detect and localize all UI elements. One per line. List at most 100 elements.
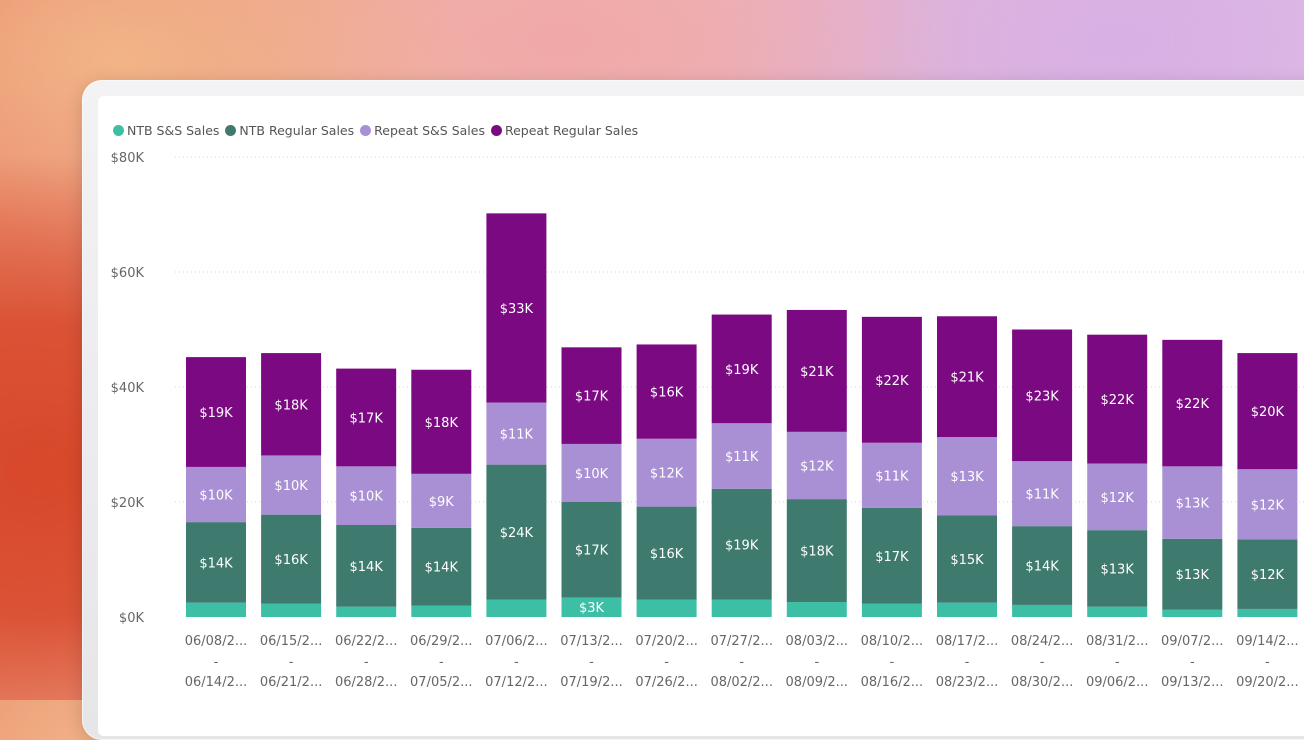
x-tick-label: 07/20/2... (635, 634, 698, 649)
x-tick-label: 08/30/2... (1011, 675, 1074, 690)
bar-data-label: $14K (199, 556, 233, 571)
bar-segment[interactable] (1012, 461, 1073, 527)
bar-segment[interactable] (937, 515, 997, 603)
bar-data-label: $10K (199, 489, 233, 504)
bar-data-label: $18K (274, 398, 308, 413)
x-tick-label: 06/14/2... (185, 675, 248, 690)
bar-segment[interactable] (636, 599, 697, 617)
x-tick-label: 08/10/2... (861, 634, 924, 649)
bar-segment[interactable] (186, 357, 246, 467)
bar-segment[interactable] (486, 464, 547, 600)
bar-segment[interactable] (861, 316, 922, 443)
x-tick-label: 08/23/2... (936, 675, 999, 690)
bar-data-label: $20K (1251, 405, 1285, 420)
legend-item-ntb-ss[interactable]: NTB S&S Sales (113, 123, 219, 138)
bar-segment[interactable] (561, 597, 622, 617)
legend-item-repeat-ss[interactable]: Repeat S&S Sales (360, 123, 485, 138)
bar-data-label: $17K (575, 390, 609, 405)
bar-segment[interactable] (261, 514, 322, 604)
bar-segment[interactable] (786, 602, 847, 617)
bar-segment[interactable] (786, 431, 847, 500)
bar-data-label: $14K (350, 560, 384, 575)
bar-segment[interactable] (336, 606, 397, 617)
bar-segment[interactable] (636, 438, 697, 507)
bar-segment[interactable] (1162, 339, 1223, 467)
bar-segment[interactable] (261, 353, 322, 456)
bar-data-label: $22K (1176, 397, 1210, 412)
bar-segment[interactable] (1087, 530, 1148, 607)
bar-segment[interactable] (1012, 329, 1073, 462)
bar-segment[interactable] (1087, 334, 1148, 464)
bar-data-label: $19K (199, 406, 233, 421)
legend-dot-icon (225, 124, 237, 136)
bar-segment[interactable] (861, 507, 922, 604)
x-tick-label: 06/15/2... (260, 634, 323, 649)
bar-segment[interactable] (937, 437, 997, 516)
chart-legend[interactable]: NTB S&S Sales NTB Regular Sales Repeat S… (113, 121, 644, 139)
y-tick-label: $20K (111, 496, 145, 511)
bar-segment[interactable] (186, 602, 246, 617)
x-tick-label: 07/19/2... (560, 675, 623, 690)
bar-segment[interactable] (786, 309, 847, 432)
bar-segment[interactable] (711, 599, 772, 617)
bar-segment[interactable] (1237, 469, 1298, 540)
legend-dot-icon (360, 124, 372, 136)
bar-segment[interactable] (1012, 604, 1073, 617)
x-tick-separator: - (1040, 655, 1045, 670)
bar-segment[interactable] (336, 525, 397, 607)
bar-segment[interactable] (1237, 608, 1298, 617)
x-tick-label: 09/06/2... (1086, 675, 1149, 690)
x-tick-label: 06/29/2... (410, 634, 473, 649)
bar-segment[interactable] (411, 473, 472, 528)
bar-segment[interactable] (1237, 353, 1298, 470)
bar-segment[interactable] (636, 344, 697, 439)
bar-segment[interactable] (411, 369, 472, 474)
bar-segment[interactable] (486, 402, 547, 465)
bar-segment[interactable] (861, 442, 922, 508)
bar-segment[interactable] (1237, 539, 1298, 609)
bar-segment[interactable] (336, 368, 397, 467)
bar-data-label: $13K (1101, 562, 1135, 577)
bar-segment[interactable] (411, 527, 472, 606)
bar-segment[interactable] (786, 499, 847, 603)
bar-segment[interactable] (1087, 606, 1148, 617)
bar-segment[interactable] (1012, 526, 1073, 605)
bar-data-label: $9K (429, 495, 455, 510)
bar-data-label: $14K (425, 561, 459, 576)
x-tick-label: 07/26/2... (635, 675, 698, 690)
bar-segment[interactable] (1087, 463, 1148, 531)
bar-segment[interactable] (261, 603, 322, 617)
bar-segment[interactable] (561, 347, 622, 444)
bar-data-label: $18K (800, 545, 834, 560)
x-tick-separator: - (1265, 655, 1270, 670)
bar-segment[interactable] (561, 502, 622, 598)
bar-segment[interactable] (186, 466, 246, 523)
x-tick-separator: - (890, 655, 895, 670)
legend-item-ntb-regular[interactable]: NTB Regular Sales (225, 123, 354, 138)
x-tick-separator: - (364, 655, 369, 670)
bar-data-label: $11K (500, 428, 534, 443)
bar-segment[interactable] (336, 466, 397, 525)
bar-segment[interactable] (861, 603, 922, 617)
bar-segment[interactable] (261, 455, 322, 515)
bar-segment[interactable] (486, 599, 547, 617)
x-tick-label: 06/21/2... (260, 675, 323, 690)
x-tick-label: 08/03/2... (786, 634, 849, 649)
bar-segment[interactable] (1162, 538, 1223, 610)
stacked-bar-chart: $0K $20K $40K $60K $80K $14K $10K $19K 06/08/2..… (111, 151, 1304, 690)
bar-segment[interactable] (486, 213, 547, 403)
bar-segment[interactable] (1162, 466, 1223, 539)
bar-segment[interactable] (411, 605, 472, 618)
legend-item-repeat-regular[interactable]: Repeat Regular Sales (490, 123, 638, 138)
bar-segment[interactable] (1162, 609, 1223, 617)
bar-segment[interactable] (186, 522, 246, 603)
bar-segment[interactable] (711, 314, 772, 424)
bar-segment[interactable] (937, 602, 997, 617)
bar-data-label: $12K (650, 467, 684, 482)
bar-segment[interactable] (636, 506, 697, 600)
bar-segment[interactable] (711, 488, 772, 600)
bar-segment[interactable] (561, 443, 622, 502)
bar-segment[interactable] (937, 316, 997, 438)
bar-segment[interactable] (711, 423, 772, 489)
x-tick-separator: - (664, 655, 669, 670)
